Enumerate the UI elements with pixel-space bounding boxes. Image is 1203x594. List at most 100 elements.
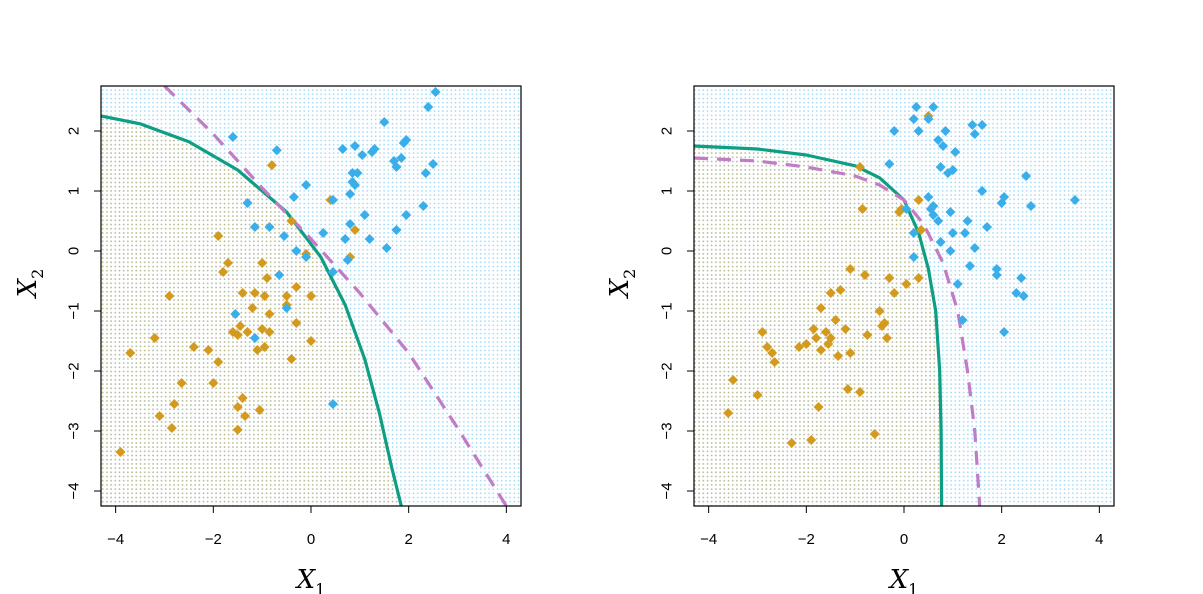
data-point-blue [969,129,980,139]
data-point-blue [889,126,900,136]
data-point-blue [301,252,312,262]
data-point-orange [264,327,275,337]
data-point-blue [391,225,402,235]
data-point-blue [318,228,329,238]
data-point-orange [757,327,768,337]
data-point-blue [947,228,958,238]
data-point-orange [825,288,836,298]
y-tick-label: −3 [66,422,83,439]
data-point-blue [1016,273,1027,283]
panel-right: −4 −2 0 2 4 −4 −3 −2 −1 0 1 2 X1 X2 [605,85,1115,594]
data-point-blue [401,135,412,145]
data-point-orange [786,438,797,448]
panel-left: −4 −2 0 2 4 −4 −3 −2 −1 0 1 2 X1 X2 [13,85,522,594]
data-point-blue [288,192,299,202]
data-point-orange [820,327,831,337]
data-point-orange [166,423,177,433]
data-point-blue [249,222,260,232]
data-point-blue [913,126,924,136]
data-point-blue [969,243,980,253]
data-point-orange [913,195,924,205]
data-point-orange [286,216,297,226]
data-point-blue [242,198,253,208]
data-point-blue [908,114,919,124]
decision-boundaries [694,144,982,506]
data-point-blue [908,252,919,262]
x-tick-label: 2 [405,531,413,548]
data-point-blue [982,222,993,232]
data-point-orange [286,354,297,364]
data-point-orange [815,345,826,355]
data-point-orange [306,336,316,346]
data-point-blue [359,210,370,220]
data-point-orange [728,375,739,385]
data-point-orange [237,393,248,403]
data-point-blue [950,147,961,157]
data-point-orange [794,342,804,352]
data-point-blue [340,234,351,244]
data-point-blue [901,204,912,214]
boundary-solid [694,144,944,506]
data-point-blue [345,219,356,229]
data-point-blue [991,270,1002,280]
data-point-orange [203,345,214,355]
data-point-blue [345,189,356,199]
data-point-orange [855,387,866,397]
data-point-blue [935,162,946,172]
x-tick-label: 0 [900,531,908,548]
data-point-blue [352,168,363,178]
data-point-blue [271,145,282,156]
y-tick-label: −1 [66,302,83,319]
x-tick-label: −4 [107,531,124,548]
decision-boundaries [101,86,508,506]
data-point-orange [257,324,268,334]
data-point-blue [1069,195,1080,205]
data-point-orange [232,424,243,435]
data-point-blue [369,144,380,154]
data-point-orange [842,384,853,394]
data-point-blue [357,150,368,160]
data-point-orange [879,318,890,328]
data-point-orange [291,282,302,292]
data-point-blue [884,159,895,169]
boundary-dashed [694,156,982,506]
data-point-orange [169,399,180,409]
y-tick-label: 0 [66,247,83,255]
data-points [115,87,441,457]
data-point-orange [264,309,275,319]
data-point-blue [381,243,392,253]
data-point-orange [901,279,912,289]
data-point-blue [249,333,260,343]
data-point-blue [337,144,348,154]
data-point-blue [945,207,956,217]
data-point-orange [188,342,199,352]
data-point-orange [815,303,826,313]
data-point-blue [379,117,390,127]
data-point-blue [977,186,988,196]
x-tick-label: 4 [502,531,510,548]
data-point-orange [762,342,773,352]
data-point-orange [845,348,856,358]
y-axis-title: X2 [13,269,47,300]
data-point-blue [1025,201,1036,211]
data-point-orange [232,402,243,412]
data-point-blue [933,135,944,145]
x-axis: −4 −2 0 2 4 [107,505,511,548]
data-point-blue [291,246,302,256]
data-point-orange [242,327,253,337]
data-points [723,102,1080,448]
data-point-orange [249,288,260,298]
data-point-blue [227,132,238,142]
data-point-orange [213,231,224,241]
data-point-orange [835,285,846,295]
x-tick-label: 2 [998,531,1006,548]
x-tick-label: 0 [307,531,315,548]
data-point-blue [401,210,412,220]
data-point-blue [391,162,402,172]
data-point-orange [811,333,822,343]
data-point-blue [991,264,1002,274]
data-point-orange [349,225,360,235]
data-point-orange [240,411,251,421]
y-tick-label: −3 [659,422,676,439]
